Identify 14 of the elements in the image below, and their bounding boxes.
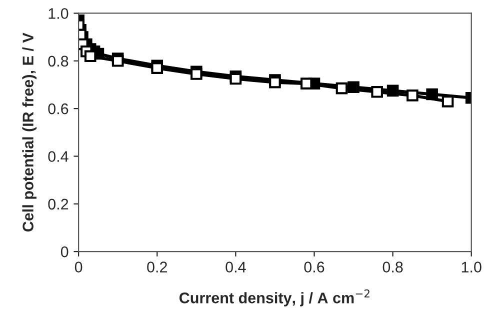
x-tick-label: 0 [74,262,82,273]
y-tick-label: 0 [60,246,68,258]
y-tick-label: 0.2 [48,198,68,210]
y-tick-label: 0.6 [48,103,68,114]
x-tick-label: 1.0 [462,262,482,273]
x-tick-label: 0.6 [304,262,324,273]
y-axis-title: Cell potential (IR free), E / V [22,32,36,232]
y-tick-label: 1.0 [48,8,68,19]
y-tick-label: 0.4 [48,151,68,162]
x-tick-label: 0.2 [147,262,167,273]
y-tick-label: 0.8 [48,56,68,67]
x-axis-title: Current density, j / A cm$^{−2}$ [179,289,370,306]
x-tick-label: 0.8 [382,262,403,273]
x-tick-label: 0.4 [226,262,246,273]
